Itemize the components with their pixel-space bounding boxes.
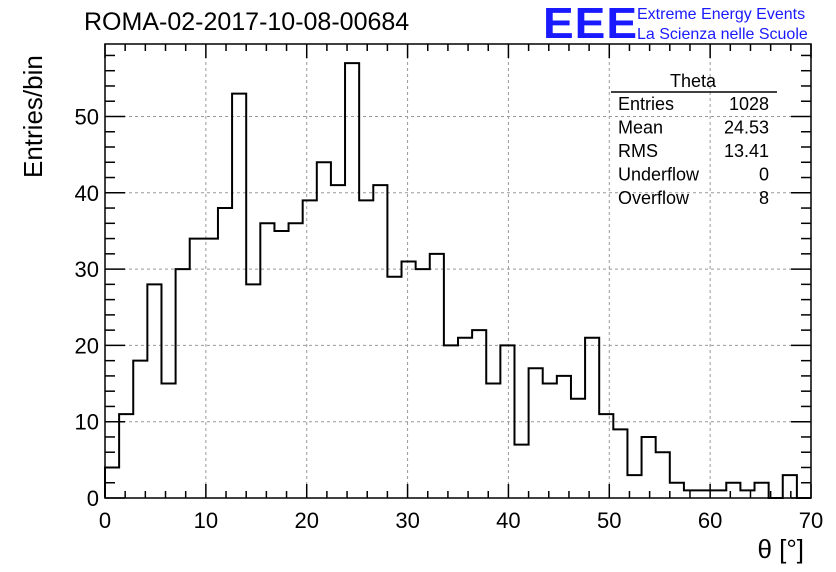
y-tick-label: 50 [75, 104, 99, 129]
stats-row-value: 8 [759, 188, 769, 208]
stats-box: Theta Entries 1028 Mean 24.53 RMS 13.41 Underf… [611, 71, 777, 208]
stats-row-label: Underflow [618, 165, 700, 185]
stats-row-value: 13.41 [724, 141, 769, 161]
y-tick-label: 30 [75, 257, 99, 282]
stats-row-value: 0 [759, 165, 769, 185]
logo-line-2: La Scienza nelle Scuole [637, 26, 808, 43]
y-tick-label: 20 [75, 333, 99, 358]
tick-labels: 0 10 20 30 40 50 60 70 0 10 20 30 40 50 [75, 104, 824, 533]
y-tick-label: 10 [75, 410, 99, 435]
y-tick-label: 0 [87, 486, 99, 511]
x-tick-label: 50 [597, 508, 621, 533]
x-tick-label: 30 [395, 508, 419, 533]
x-tick-label: 40 [496, 508, 520, 533]
stats-row-value: 24.53 [724, 118, 769, 138]
x-tick-label: 10 [194, 508, 218, 533]
plot-frame [104, 43, 812, 499]
y-axis-title: Entries/bin [18, 55, 48, 178]
x-tick-label: 20 [294, 508, 318, 533]
x-tick-label: 70 [799, 508, 823, 533]
logo-line-1: Extreme Energy Events [637, 6, 806, 23]
stats-row-label: RMS [618, 141, 658, 161]
stats-row-label: Mean [618, 118, 663, 138]
x-tick-label: 60 [698, 508, 722, 533]
logo-letters: EEE [543, 0, 639, 48]
stats-row-value: 1028 [729, 94, 769, 114]
y-tick-label: 40 [75, 181, 99, 206]
chart-title: ROMA-02-2017-10-08-00684 [84, 8, 410, 36]
histogram-step-line [104, 62, 811, 499]
axis-ticks [104, 44, 812, 499]
grid-lines [105, 44, 811, 498]
x-axis-title: θ [°] [757, 534, 804, 564]
stats-row-label: Overflow [618, 188, 690, 208]
x-tick-label: 0 [99, 508, 111, 533]
stats-row-label: Entries [618, 94, 674, 114]
stats-box-title: Theta [670, 71, 717, 91]
